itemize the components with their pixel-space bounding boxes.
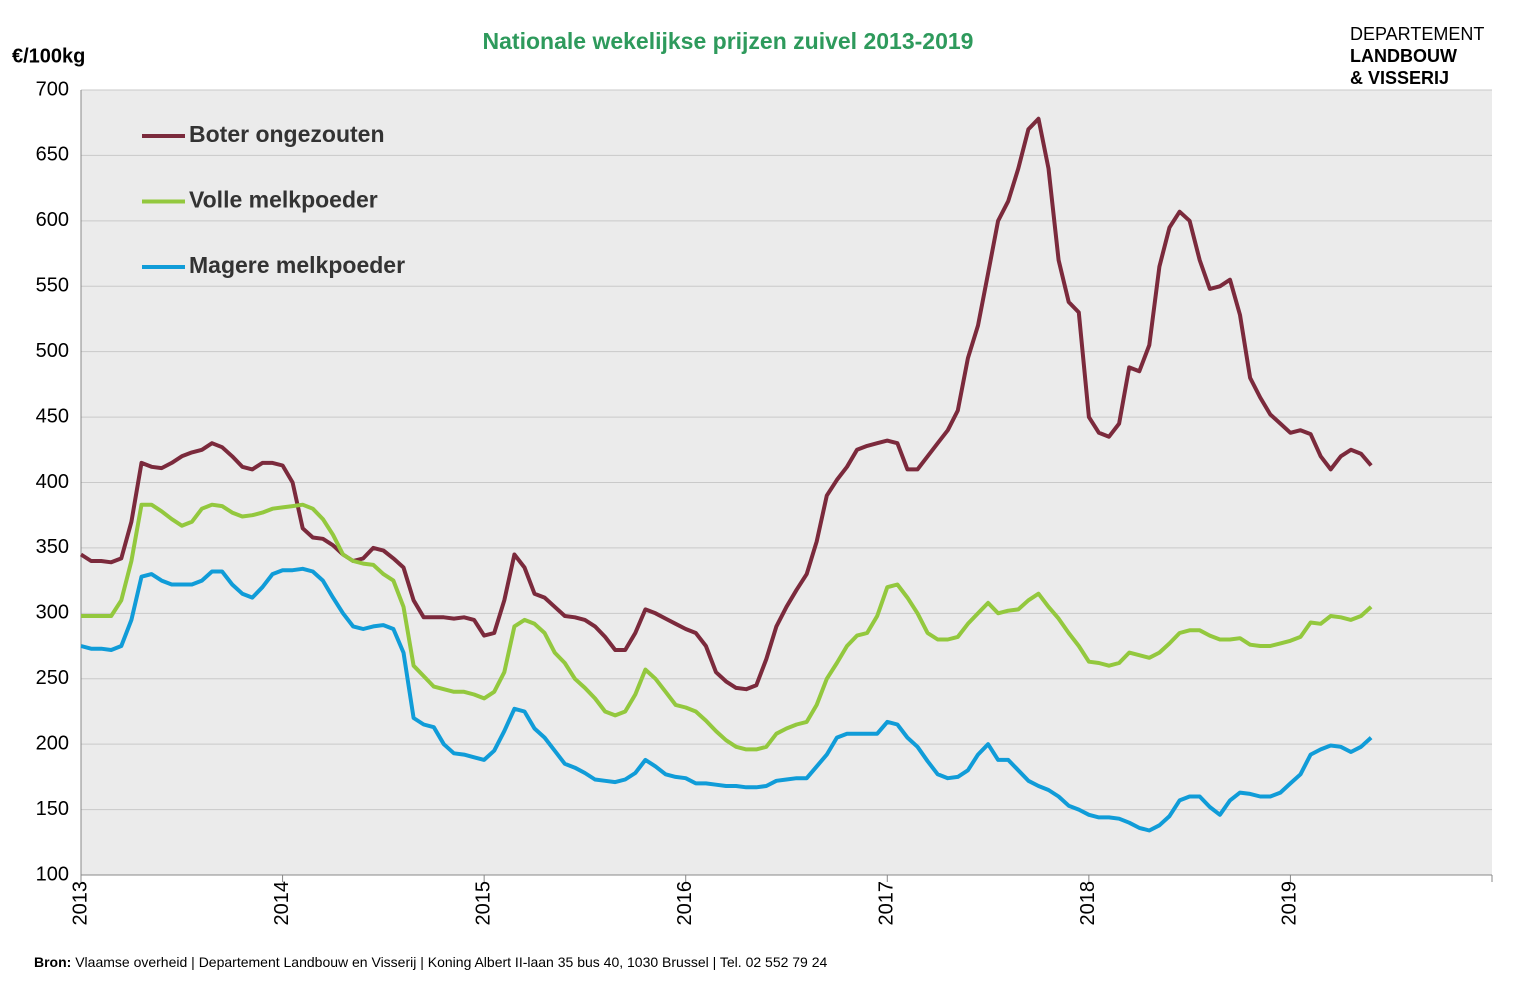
y-tick-label: 200 [36,732,69,754]
series-line [80,566,1373,833]
y-tick-label: 650 [36,144,69,166]
y-tick-label: 150 [36,798,69,820]
x-tick-label: 2013 [69,881,91,926]
x-tick-label: 2019 [1279,881,1301,926]
x-tick-label: 2017 [876,881,898,926]
x-tick-label: 2014 [271,881,293,926]
logo-line: DEPARTEMENT [1350,24,1484,44]
y-tick-label: 700 [36,78,69,100]
y-tick-label: 500 [36,340,69,362]
source-label: Bron: [34,954,71,970]
y-tick-label: 300 [36,602,69,624]
chart-title: Nationale wekelijkse prijzen zuivel 2013… [483,28,974,54]
logo-line: & VISSERIJ [1350,68,1449,88]
y-tick-label: 350 [36,536,69,558]
x-tick-label: 2018 [1077,881,1099,926]
y-tick-label: 400 [36,471,69,493]
legend-label: Volle melkpoeder [189,187,378,213]
series-line [81,502,1373,752]
y-tick-label: 250 [36,667,69,689]
series-line [79,116,1373,692]
y-tick-label: 600 [36,209,69,231]
y-tick-label: 450 [36,405,69,427]
source-text: Vlaamse overheid | Departement Landbouw … [75,954,827,970]
y-axis-label: €/100kg [12,45,85,67]
x-tick-label: 2015 [472,881,494,926]
legend-label: Boter ongezouten [189,121,385,147]
legend-label: Magere melkpoeder [189,252,405,278]
y-tick-label: 550 [36,275,69,297]
x-tick-label: 2016 [674,881,696,926]
logo-line: LANDBOUW [1350,46,1457,66]
source: Bron: Vlaamse overheid | Departement Lan… [34,954,828,970]
y-tick-label: 100 [36,863,69,885]
